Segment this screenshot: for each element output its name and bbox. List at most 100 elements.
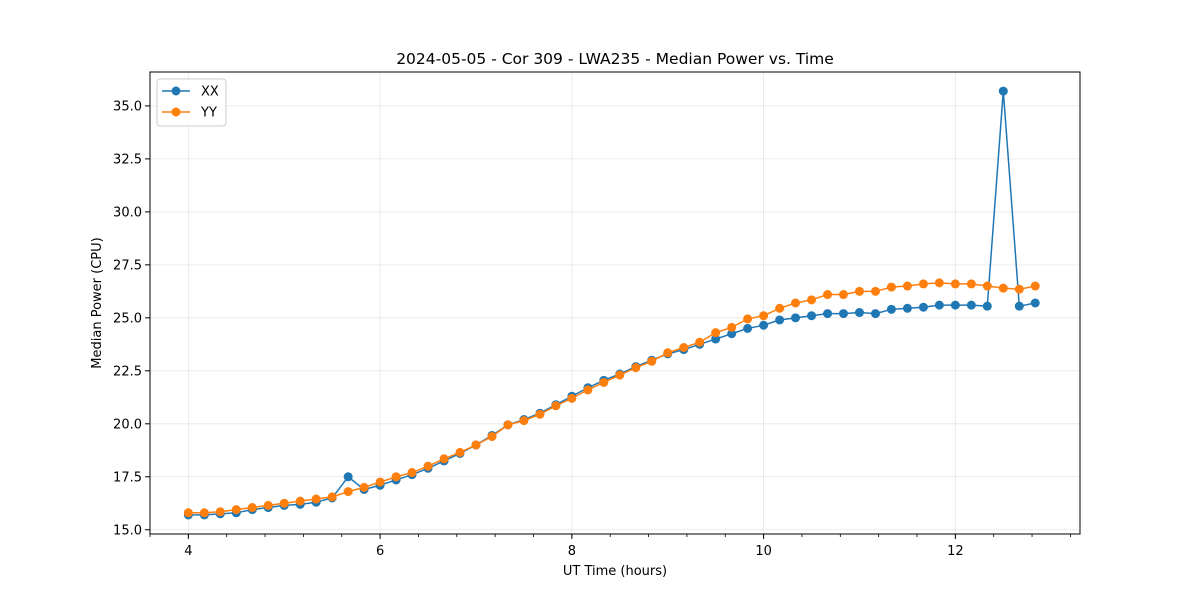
data-point-xx bbox=[998, 86, 1008, 96]
data-point-yy bbox=[695, 337, 705, 347]
y-tick-label: 17.5 bbox=[113, 470, 142, 485]
data-point-xx bbox=[950, 300, 960, 310]
x-tick-label: 10 bbox=[755, 544, 772, 559]
legend-xx-marker bbox=[171, 86, 181, 96]
data-point-yy bbox=[503, 420, 513, 430]
legend-yy-marker bbox=[171, 107, 181, 117]
data-point-xx bbox=[838, 309, 848, 319]
data-point-yy bbox=[791, 298, 801, 308]
data-point-xx bbox=[743, 323, 753, 333]
y-tick-label: 32.5 bbox=[113, 152, 142, 167]
data-point-yy bbox=[455, 447, 465, 457]
y-axis-label: Median Power (CPU) bbox=[90, 237, 105, 368]
data-point-yy bbox=[966, 279, 976, 289]
data-point-yy bbox=[647, 356, 657, 366]
data-point-yy bbox=[631, 363, 641, 373]
x-tick-label: 8 bbox=[568, 544, 576, 559]
data-point-yy bbox=[1030, 281, 1040, 291]
data-point-yy bbox=[823, 290, 833, 300]
data-point-yy bbox=[183, 508, 193, 518]
data-point-xx bbox=[982, 301, 992, 311]
legend-label-xx: XX bbox=[201, 85, 219, 100]
data-point-yy bbox=[327, 492, 337, 502]
data-point-yy bbox=[679, 343, 689, 352]
data-point-yy bbox=[743, 314, 753, 324]
grid-layer bbox=[150, 72, 1080, 534]
data-point-yy bbox=[759, 311, 769, 321]
data-point-yy bbox=[727, 322, 737, 332]
data-point-xx bbox=[823, 309, 833, 319]
data-point-yy bbox=[1014, 284, 1024, 294]
data-point-xx bbox=[918, 302, 928, 312]
data-point-yy bbox=[199, 508, 209, 518]
x-tick-label: 6 bbox=[376, 544, 384, 559]
data-point-yy bbox=[359, 482, 369, 492]
y-tick-label: 30.0 bbox=[113, 205, 142, 220]
tick-layer: 4 6 8 10 12 15.0 17.5 20.0 22.5 25.0 27.5 30.0 32.5 3… bbox=[113, 99, 1071, 559]
data-point-yy bbox=[439, 454, 449, 464]
data-point-yy bbox=[471, 440, 481, 450]
data-point-yy bbox=[886, 282, 896, 292]
data-point-xx bbox=[1030, 298, 1040, 308]
data-point-yy bbox=[854, 286, 864, 296]
data-point-yy bbox=[775, 303, 785, 313]
data-point-yy bbox=[535, 409, 545, 419]
x-tick-label: 4 bbox=[184, 544, 192, 559]
x-tick-label: 12 bbox=[947, 544, 964, 559]
data-point-yy bbox=[231, 505, 241, 515]
data-point-yy bbox=[902, 281, 912, 291]
legend: XX YY bbox=[156, 78, 227, 127]
data-point-xx bbox=[775, 315, 785, 325]
data-point-yy bbox=[599, 377, 609, 387]
data-point-xx bbox=[854, 308, 864, 318]
data-point-yy bbox=[311, 494, 321, 504]
x-axis-label: UT Time (hours) bbox=[563, 564, 667, 579]
data-point-yy bbox=[918, 279, 928, 289]
data-point-yy bbox=[982, 281, 992, 291]
data-point-xx bbox=[343, 472, 353, 482]
data-point-yy bbox=[375, 477, 385, 487]
data-point-yy bbox=[807, 295, 817, 305]
series-layer bbox=[183, 86, 1040, 520]
data-point-xx bbox=[711, 334, 721, 344]
data-point-xx bbox=[1014, 301, 1024, 311]
data-point-yy bbox=[487, 432, 497, 442]
data-point-yy bbox=[407, 468, 417, 478]
data-point-xx bbox=[871, 309, 880, 319]
data-point-yy bbox=[247, 503, 257, 513]
y-tick-label: 15.0 bbox=[113, 523, 142, 538]
plot-frame bbox=[149, 71, 1081, 535]
y-tick-label: 20.0 bbox=[113, 417, 142, 432]
data-point-xx bbox=[966, 300, 976, 310]
data-point-yy bbox=[215, 507, 225, 517]
y-tick-label: 22.5 bbox=[113, 364, 142, 379]
data-point-yy bbox=[838, 290, 848, 300]
data-point-xx bbox=[902, 303, 912, 313]
y-tick-label: 25.0 bbox=[113, 311, 142, 326]
data-point-yy bbox=[615, 370, 625, 380]
legend-label-yy: YY bbox=[200, 106, 217, 121]
data-point-yy bbox=[567, 393, 577, 403]
data-point-xx bbox=[791, 313, 801, 323]
data-point-xx bbox=[727, 329, 737, 339]
data-point-yy bbox=[343, 487, 353, 497]
y-tick-label: 35.0 bbox=[113, 99, 142, 114]
data-point-xx bbox=[886, 304, 896, 314]
data-point-xx bbox=[759, 320, 769, 330]
chart-title: 2024-05-05 - Cor 309 - LWA235 - Median P… bbox=[396, 50, 834, 68]
data-point-yy bbox=[583, 385, 593, 395]
data-point-yy bbox=[871, 286, 880, 296]
data-point-yy bbox=[950, 279, 960, 289]
data-point-yy bbox=[711, 328, 721, 338]
data-point-yy bbox=[663, 348, 673, 358]
data-point-yy bbox=[551, 401, 561, 411]
data-point-xx bbox=[807, 311, 817, 321]
data-point-yy bbox=[423, 461, 433, 471]
data-point-yy bbox=[263, 500, 273, 510]
data-point-yy bbox=[279, 498, 289, 508]
data-point-yy bbox=[391, 472, 401, 482]
data-point-yy bbox=[519, 416, 529, 426]
data-point-yy bbox=[998, 283, 1008, 293]
data-point-yy bbox=[934, 278, 944, 288]
